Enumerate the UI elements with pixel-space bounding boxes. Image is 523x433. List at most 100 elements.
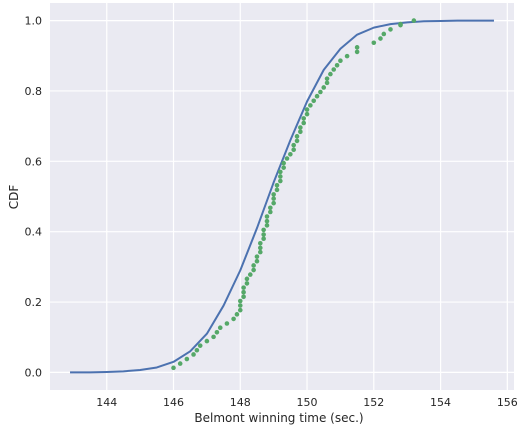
data-point	[258, 245, 263, 251]
data-point	[191, 352, 196, 357]
data-point	[301, 120, 307, 126]
data-point	[324, 76, 330, 81]
data-point	[264, 223, 270, 228]
data-point	[298, 125, 303, 130]
data-point	[271, 200, 276, 206]
data-point	[294, 138, 300, 144]
data-point	[278, 174, 283, 179]
data-point	[291, 147, 296, 153]
data-point	[244, 276, 250, 282]
data-point	[271, 192, 276, 197]
y-axis-ticks: 0.0 0.2 0.4 0.6 0.8 1.0	[25, 15, 43, 380]
y-tick-label: 0.6	[25, 155, 43, 168]
data-point	[328, 71, 333, 77]
data-point	[224, 321, 230, 326]
data-point	[294, 134, 300, 139]
data-point	[371, 40, 377, 46]
data-point	[274, 182, 280, 188]
data-point	[261, 236, 266, 242]
data-point	[211, 334, 216, 340]
data-point	[247, 272, 253, 277]
x-tick-label: 144	[96, 396, 117, 409]
data-point	[378, 36, 383, 41]
data-point	[258, 249, 263, 255]
data-point	[278, 169, 283, 175]
data-point	[324, 80, 330, 86]
data-point	[237, 303, 243, 308]
data-point	[231, 316, 236, 322]
data-point	[291, 142, 296, 148]
data-point	[258, 240, 263, 246]
y-tick-label: 0.4	[25, 226, 43, 239]
data-point	[288, 151, 293, 157]
data-point	[254, 254, 260, 259]
y-tick-label: 0.0	[25, 366, 43, 379]
x-tick-label: 150	[297, 396, 318, 409]
data-point	[241, 289, 246, 295]
x-axis-label: Belmont winning time (sec.)	[194, 411, 363, 425]
x-axis-ticks: 144 146 148 150 152 154 156	[96, 396, 518, 409]
data-point	[301, 116, 307, 121]
data-point	[411, 18, 417, 23]
data-point	[251, 263, 256, 268]
data-point	[264, 218, 270, 224]
data-point	[321, 85, 327, 90]
data-point	[354, 49, 360, 55]
data-point	[281, 165, 286, 170]
data-point	[281, 160, 286, 166]
data-point	[217, 325, 223, 331]
data-point	[398, 21, 403, 27]
x-tick-label: 146	[163, 396, 184, 409]
data-point	[237, 298, 243, 304]
data-point	[251, 267, 256, 273]
data-point	[261, 227, 266, 233]
data-point	[274, 187, 280, 193]
x-tick-label: 152	[363, 396, 384, 409]
data-point	[204, 338, 210, 344]
y-tick-label: 1.0	[25, 15, 43, 28]
data-point	[338, 58, 343, 63]
x-tick-label: 148	[230, 396, 251, 409]
data-point	[344, 53, 350, 59]
data-point	[304, 107, 310, 112]
empirical-cdf-points	[171, 18, 417, 371]
plot-background	[50, 3, 514, 390]
data-point	[314, 93, 320, 99]
data-point	[264, 214, 270, 219]
x-tick-label: 156	[497, 396, 518, 409]
data-point	[261, 232, 266, 237]
model-cdf-line	[70, 19, 494, 374]
data-point	[298, 129, 303, 135]
data-point	[184, 356, 190, 362]
y-tick-label: 0.8	[25, 85, 43, 98]
data-point	[237, 307, 243, 313]
data-point	[244, 281, 250, 286]
data-point	[177, 361, 183, 366]
data-point	[197, 343, 203, 348]
data-point	[241, 285, 246, 290]
data-point	[268, 209, 273, 215]
data-point	[271, 196, 276, 201]
data-point	[331, 67, 337, 72]
data-point	[318, 89, 323, 95]
data-point	[214, 330, 220, 335]
data-point	[381, 31, 387, 37]
data-point	[171, 365, 176, 371]
data-point	[284, 156, 290, 161]
data-point	[241, 294, 246, 300]
model-cdf-path	[70, 19, 494, 374]
data-point	[268, 205, 273, 211]
data-point	[311, 98, 317, 104]
x-tick-label: 154	[430, 396, 451, 409]
data-point	[194, 347, 200, 353]
data-point	[388, 27, 393, 32]
data-point	[354, 45, 360, 50]
data-point	[304, 111, 310, 117]
data-point	[278, 178, 283, 184]
data-point	[234, 312, 240, 317]
data-point	[254, 258, 260, 264]
y-axis-label: CDF	[7, 185, 21, 210]
data-point	[308, 103, 313, 108]
y-tick-label: 0.2	[25, 296, 43, 309]
